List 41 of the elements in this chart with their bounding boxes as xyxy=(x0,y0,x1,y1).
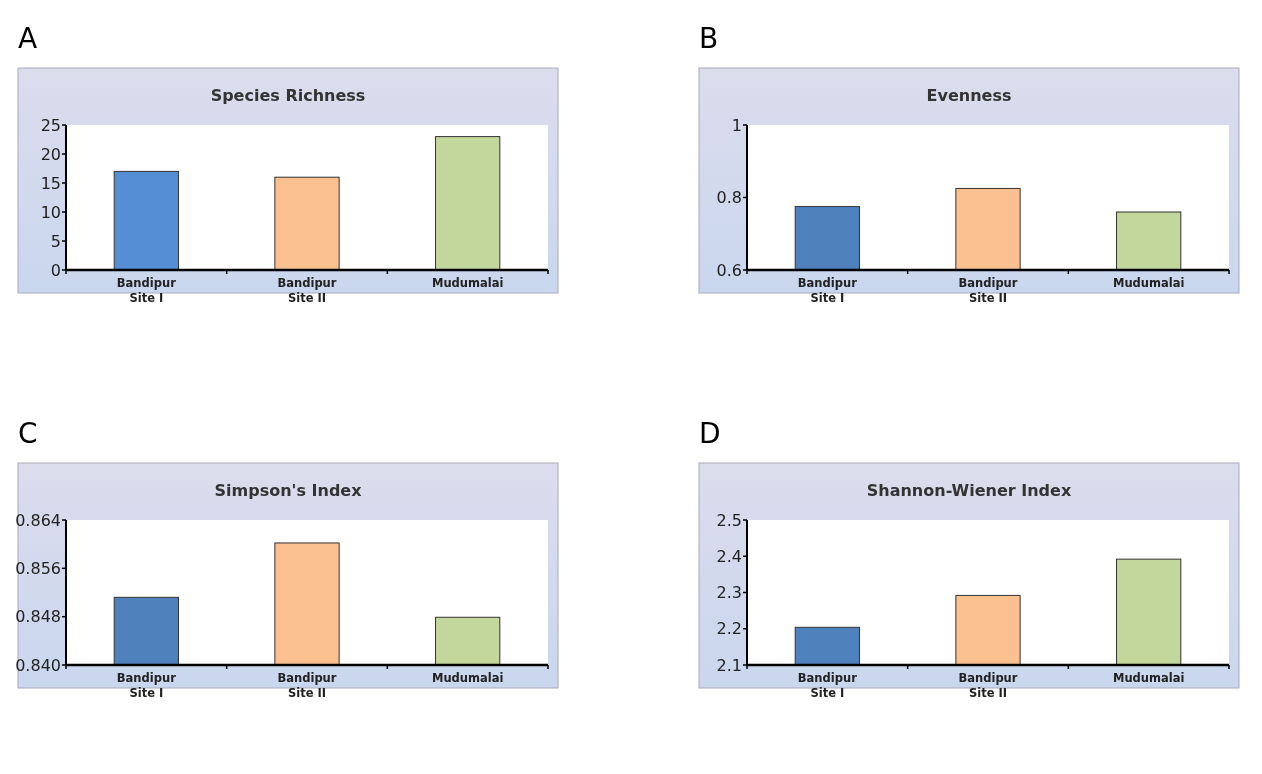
text: D xyxy=(699,417,721,450)
text: B xyxy=(699,22,719,55)
x-tick-label: Bandipur Site I xyxy=(797,671,858,700)
x-tick-label: Bandipur Site II xyxy=(277,671,337,700)
x-tick-label: Bandipur Site I xyxy=(116,276,177,305)
x-tick-label: Mudumalai xyxy=(431,276,504,290)
y-tick-label: 0 xyxy=(50,260,61,280)
y-tick-label: 2.4 xyxy=(716,546,742,566)
y-tick-label: 0.864 xyxy=(15,510,61,530)
y-tick-label: 2.5 xyxy=(716,510,742,530)
y-tick-label: 5 xyxy=(50,231,61,251)
text: A xyxy=(18,22,38,55)
chart-title: Simpson's Index xyxy=(214,481,363,500)
bar xyxy=(113,170,179,271)
y-tick-label: 0.8 xyxy=(716,188,742,208)
x-tick-label: Mudumalai xyxy=(431,671,504,685)
y-tick-label: 20 xyxy=(40,144,61,164)
y-tick-label: 0.856 xyxy=(15,558,61,578)
y-tick-label: 2.1 xyxy=(716,655,742,675)
y-tick-label: 2.2 xyxy=(716,619,742,639)
y-tick-label: 0.848 xyxy=(15,607,61,627)
text: C xyxy=(18,417,38,450)
chart-title: Species Richness xyxy=(210,86,366,105)
x-tick-label: Bandipur Site I xyxy=(116,671,177,700)
x-tick-label: Bandipur Site I xyxy=(797,276,858,305)
y-tick-label: 2.3 xyxy=(716,583,742,603)
y-tick-label: 10 xyxy=(40,202,61,222)
y-tick-label: 25 xyxy=(40,115,61,135)
x-tick-label: Mudumalai xyxy=(1112,276,1185,290)
x-tick-label: Bandipur Site II xyxy=(277,276,337,305)
chart-title: Evenness xyxy=(926,86,1012,105)
x-tick-label: Bandipur Site II xyxy=(958,671,1018,700)
bar xyxy=(274,176,340,271)
y-tick-label: 1 xyxy=(731,115,742,135)
y-tick-label: 15 xyxy=(40,173,61,193)
x-tick-label: Mudumalai xyxy=(1112,671,1185,685)
chart-title: Shannon-Wiener Index xyxy=(866,481,1072,500)
bar xyxy=(435,136,501,271)
y-tick-label: 0.840 xyxy=(15,655,61,675)
y-tick-label: 0.6 xyxy=(716,260,742,280)
x-tick-label: Bandipur Site II xyxy=(958,276,1018,305)
